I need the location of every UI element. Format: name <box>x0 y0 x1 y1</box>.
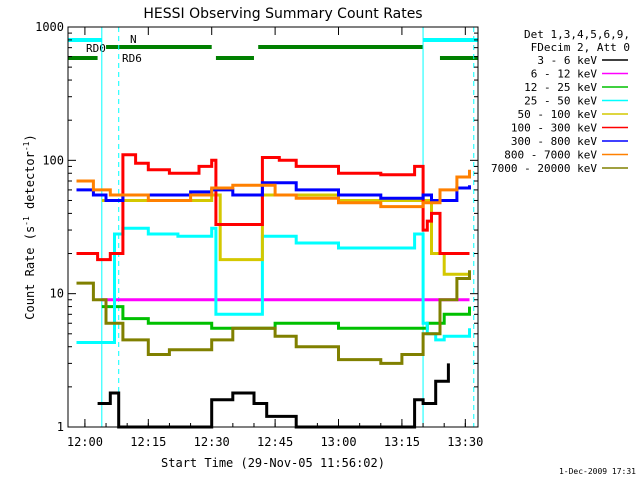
x-tick-label: 12:45 <box>257 435 293 449</box>
rd6-flag-label: RD6 <box>122 52 142 65</box>
legend: Det 1,3,4,5,6,9,FDecim 2, Att 03 - 6 keV… <box>491 28 630 175</box>
y-label-main: Count Rate (s <box>23 226 37 320</box>
legend-header-line: FDecim 2, Att 0 <box>531 41 630 54</box>
n-flag-label: N <box>130 33 137 46</box>
chart-title: HESSI Observing Summary Count Rates <box>143 6 422 22</box>
legend-label-3: 12 - 25 keV <box>524 81 597 94</box>
series-line-6 <box>76 153 470 262</box>
legend-label-7: 300 - 800 keV <box>511 135 597 148</box>
observing-flags: RD0 N RD6 <box>68 33 478 65</box>
y-label-middle: detector <box>23 151 37 216</box>
rd0-flag-label: RD0 <box>86 42 106 55</box>
y-tick-label: 1000 <box>35 20 64 34</box>
legend-label-8: 800 - 7000 keV <box>504 149 597 162</box>
x-tick-label: 13:00 <box>320 435 356 449</box>
legend-header-line: Det 1,3,4,5,6,9, <box>524 28 630 41</box>
x-tick-label: 13:30 <box>447 435 483 449</box>
y-tick-label: 100 <box>42 153 64 167</box>
axis-ticks: 12:00 12:15 12:30 12:45 13:00 13:15 13:30 1 10 10… <box>35 20 483 449</box>
y-tick-label: 1 <box>57 420 64 434</box>
y-label-end: ) <box>23 134 37 141</box>
y-axis-label: Count Rate (s-1 detector-1) <box>22 134 37 319</box>
x-tick-label: 12:00 <box>67 435 103 449</box>
series-lines <box>76 153 471 429</box>
plot-frame <box>67 26 479 428</box>
legend-label-9: 7000 - 20000 keV <box>491 162 597 175</box>
series-line-8 <box>76 169 471 209</box>
x-tick-label: 12:30 <box>194 435 230 449</box>
x-tick-label: 12:15 <box>130 435 166 449</box>
x-axis-label: Start Time (29-Nov-05 11:56:02) <box>161 456 385 470</box>
legend-label-6: 100 - 300 keV <box>511 122 597 135</box>
y-label-superscript-1: -1 <box>22 216 31 226</box>
y-label-superscript-2: -1 <box>22 141 31 151</box>
vertical-markers <box>101 27 475 427</box>
legend-label-1: 3 - 6 keV <box>537 54 597 67</box>
series-line-7 <box>76 181 471 202</box>
y-tick-label: 10 <box>50 287 64 301</box>
legend-label-5: 50 - 100 keV <box>518 108 598 121</box>
legend-label-4: 25 - 50 keV <box>524 95 597 108</box>
footer-date: 1-Dec-2009 17:31 <box>559 467 636 476</box>
legend-label-2: 6 - 12 keV <box>531 68 598 81</box>
series-line-3 <box>101 305 471 330</box>
x-tick-label: 13:15 <box>384 435 420 449</box>
series-line-9 <box>76 270 471 365</box>
